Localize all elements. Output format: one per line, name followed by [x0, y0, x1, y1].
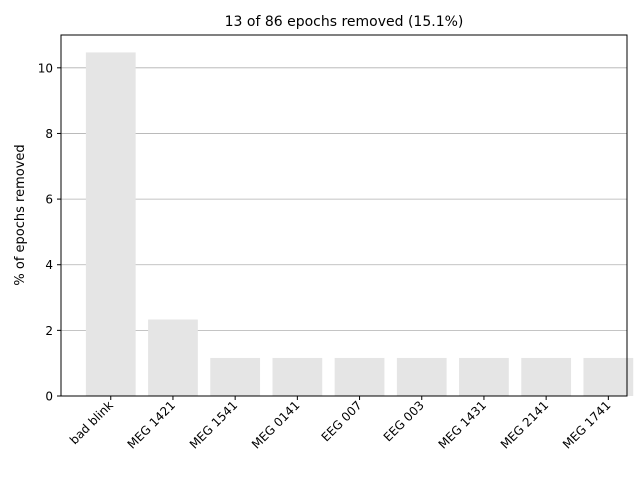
- y-tick-label: 2: [45, 324, 53, 338]
- bar: [521, 357, 572, 396]
- bar: [148, 319, 198, 396]
- plot-frame: [60, 34, 628, 397]
- y-axis-ticks: 0 2 4 6 8 10: [38, 61, 61, 404]
- x-tick-label: MEG 1431: [436, 398, 489, 451]
- bar: [583, 357, 634, 396]
- x-tick-label: EEG 007: [319, 398, 365, 444]
- y-tick-label: 4: [45, 258, 53, 272]
- bar: [210, 357, 261, 396]
- y-tick-label: 6: [45, 193, 53, 207]
- x-tick-label: MEG 0141: [249, 398, 302, 451]
- gridlines: [61, 67, 627, 397]
- bar: [272, 357, 323, 396]
- chart-title: 13 of 86 epochs removed (15.1%): [225, 14, 464, 30]
- bar: [396, 357, 447, 396]
- x-tick-label: MEG 1541: [187, 398, 240, 451]
- y-tick-label: 0: [45, 390, 53, 404]
- x-tick-label: MEG 2141: [498, 398, 551, 451]
- x-tick-label: EEG 003: [381, 398, 427, 444]
- y-axis-label: % of epochs removed: [13, 144, 28, 285]
- x-tick-label: MEG 1421: [125, 398, 178, 451]
- bar: [459, 357, 509, 396]
- x-tick-label: MEG 1741: [560, 398, 613, 451]
- bars: [85, 52, 634, 396]
- y-tick-label: 10: [38, 61, 53, 75]
- y-tick-label: 8: [45, 127, 53, 141]
- x-tick-label: bad blink: [67, 398, 116, 447]
- x-axis-ticks: bad blink MEG 1421 MEG 1541 MEG 0141 EEG 007…: [67, 396, 613, 452]
- bar: [334, 357, 385, 396]
- bar: [85, 52, 136, 396]
